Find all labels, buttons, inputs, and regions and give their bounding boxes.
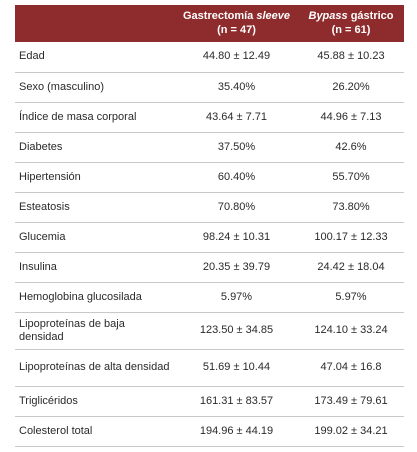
row-label: Insulina	[15, 252, 175, 283]
table-row: Lipoproteínas de alta densidad 51.69 ± 1…	[15, 349, 404, 387]
cell-bypass: 47.04 ± 16.8	[298, 349, 404, 387]
header-sleeve-n: (n = 47)	[217, 24, 256, 36]
table-row: Edad 44.80 ± 12.49 45.88 ± 10.23	[15, 42, 404, 73]
row-label: Colesterol total	[15, 416, 175, 447]
header-variable	[15, 5, 175, 42]
cell-sleeve: 98.24 ± 10.31	[175, 222, 298, 253]
cell-sleeve: 70.80%	[175, 192, 298, 223]
cell-bypass: 5.97%	[298, 282, 404, 313]
header-row: Gastrectomía sleeve (n = 47) Bypass gást…	[15, 5, 404, 42]
cell-sleeve: 194.96 ± 44.19	[175, 416, 298, 447]
header-bypass: Bypass gástrico (n = 61)	[298, 5, 404, 42]
row-label: Diabetes	[15, 132, 175, 163]
table-row: Colesterol total 194.96 ± 44.19 199.02 ±…	[15, 416, 404, 447]
row-label: Sexo (masculino)	[15, 72, 175, 103]
row-label: Glucemia	[15, 222, 175, 253]
row-label: Triglicéridos	[15, 386, 175, 417]
cell-sleeve: 37.50%	[175, 132, 298, 163]
cell-sleeve: 43.64 ± 7.71	[175, 102, 298, 133]
cell-bypass: 173.49 ± 79.61	[298, 386, 404, 417]
table-row: Diabetes 37.50% 42.6%	[15, 132, 404, 163]
cell-bypass: 26.20%	[298, 72, 404, 103]
table-row: Triglicéridos 161.31 ± 83.57 173.49 ± 79…	[15, 386, 404, 417]
row-label: Lipoproteínas de alta densidad	[15, 349, 175, 387]
row-label: Hemoglobina glucosilada	[15, 282, 175, 313]
table-row: Glucemia 98.24 ± 10.31 100.17 ± 12.33	[15, 222, 404, 253]
header-bypass-italic: Bypass	[308, 10, 348, 22]
cell-sleeve: 20.35 ± 39.79	[175, 252, 298, 283]
table-row: Hemoglobina glucosilada 5.97% 5.97%	[15, 282, 404, 313]
table-row: Índice de masa corporal 43.64 ± 7.71 44.…	[15, 102, 404, 133]
cell-sleeve: 161.31 ± 83.57	[175, 386, 298, 417]
table-row: Lipoproteínas de baja densidad 123.50 ± …	[15, 312, 404, 350]
header-bypass-text: gástrico	[347, 10, 394, 22]
cell-bypass: 24.42 ± 18.04	[298, 252, 404, 283]
cell-bypass: 124.10 ± 33.24	[298, 312, 404, 350]
row-label: Hipertensión	[15, 162, 175, 193]
cell-bypass: 100.17 ± 12.33	[298, 222, 404, 253]
cell-bypass: 45.88 ± 10.23	[298, 42, 404, 73]
cell-sleeve: 51.69 ± 10.44	[175, 349, 298, 387]
cell-sleeve: 123.50 ± 34.85	[175, 312, 298, 350]
header-sleeve-text: Gastrectomía	[182, 10, 257, 22]
comparison-table: Gastrectomía sleeve (n = 47) Bypass gást…	[15, 5, 404, 447]
table-row: Sexo (masculino) 35.40% 26.20%	[15, 72, 404, 103]
header-sleeve-italic: sleeve	[256, 10, 291, 22]
row-label: Índice de masa corporal	[15, 102, 175, 133]
cell-bypass: 44.96 ± 7.13	[298, 102, 404, 133]
header-bypass-n: (n = 61)	[331, 24, 371, 36]
cell-bypass: 199.02 ± 34.21	[298, 416, 404, 447]
cell-bypass: 73.80%	[298, 192, 404, 223]
cell-sleeve: 35.40%	[175, 72, 298, 103]
table-row: Hipertensión 60.40% 55.70%	[15, 162, 404, 193]
row-label: Edad	[15, 42, 175, 73]
cell-bypass: 42.6%	[298, 132, 404, 163]
cell-sleeve: 5.97%	[175, 282, 298, 313]
row-label: Lipoproteínas de baja densidad	[15, 312, 175, 350]
cell-sleeve: 44.80 ± 12.49	[175, 42, 298, 73]
cell-sleeve: 60.40%	[175, 162, 298, 193]
table-row: Esteatosis 70.80% 73.80%	[15, 192, 404, 223]
row-label: Esteatosis	[15, 192, 175, 223]
header-sleeve: Gastrectomía sleeve (n = 47)	[175, 5, 298, 42]
table-row: Insulina 20.35 ± 39.79 24.42 ± 18.04	[15, 252, 404, 283]
cell-bypass: 55.70%	[298, 162, 404, 193]
